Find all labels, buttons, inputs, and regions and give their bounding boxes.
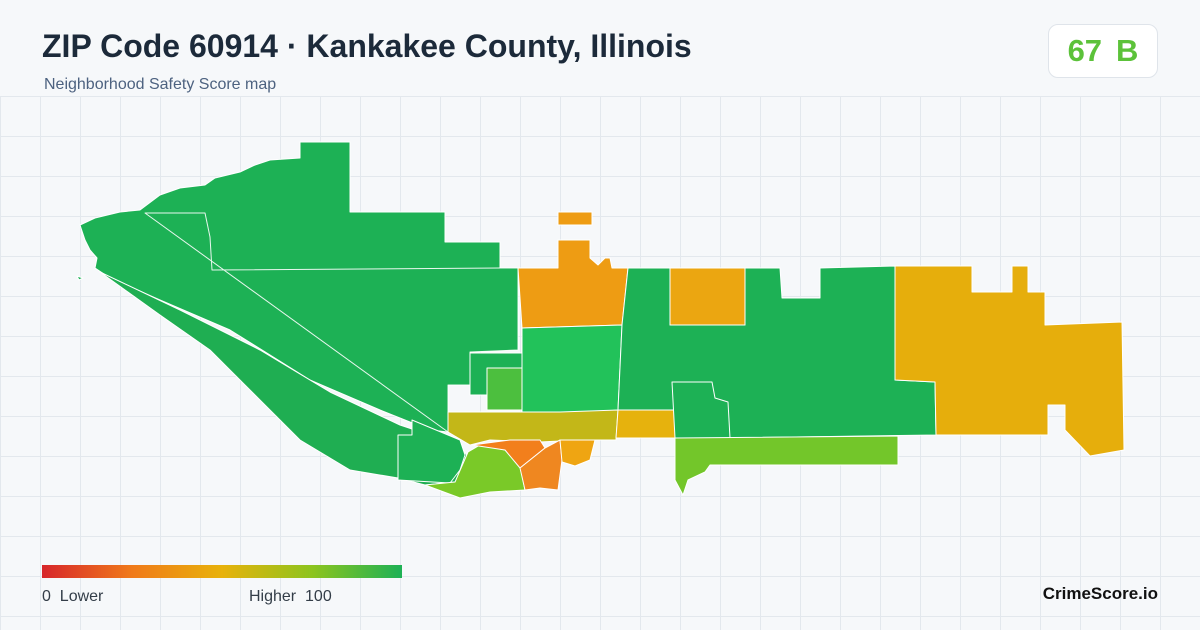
legend-low-value: 0 xyxy=(42,588,51,605)
brand-name[interactable]: CrimeScore.io xyxy=(1042,584,1158,603)
map-region-orange-yellow xyxy=(559,439,596,467)
legend-high-text: Higher xyxy=(249,588,297,605)
page-subtitle: Neighborhood Safety Score map xyxy=(44,76,277,93)
score-badge: 67 B xyxy=(1048,24,1158,78)
legend-low-text: Lower xyxy=(59,588,104,605)
map-region-west-inner xyxy=(144,212,519,433)
map-region-southeast-green xyxy=(674,435,899,496)
map-region-small-green xyxy=(486,367,523,411)
score-value: 67 xyxy=(1067,33,1103,68)
map-region-east-yellow xyxy=(894,265,1125,457)
map-region-midyellow xyxy=(615,409,676,439)
page-title: ZIP Code 60914 · Kankakee County, Illino… xyxy=(42,28,692,64)
legend-low-label: 0 Lower xyxy=(42,588,103,606)
map-region-orange-south-2 xyxy=(519,439,563,491)
map-region-southwest-pocket xyxy=(397,419,466,484)
legend-high-value: 100 xyxy=(305,588,332,605)
legend-high-label: Higher 100 xyxy=(249,588,332,606)
map-region-islet xyxy=(76,275,84,281)
map-region-orange-east xyxy=(669,267,746,326)
map-region-center-orange-north xyxy=(517,211,629,329)
legend-color-bar xyxy=(42,565,402,578)
map-region-pocket xyxy=(469,352,523,396)
map-region-center-green xyxy=(521,324,623,416)
score-grade: B xyxy=(1116,33,1139,68)
